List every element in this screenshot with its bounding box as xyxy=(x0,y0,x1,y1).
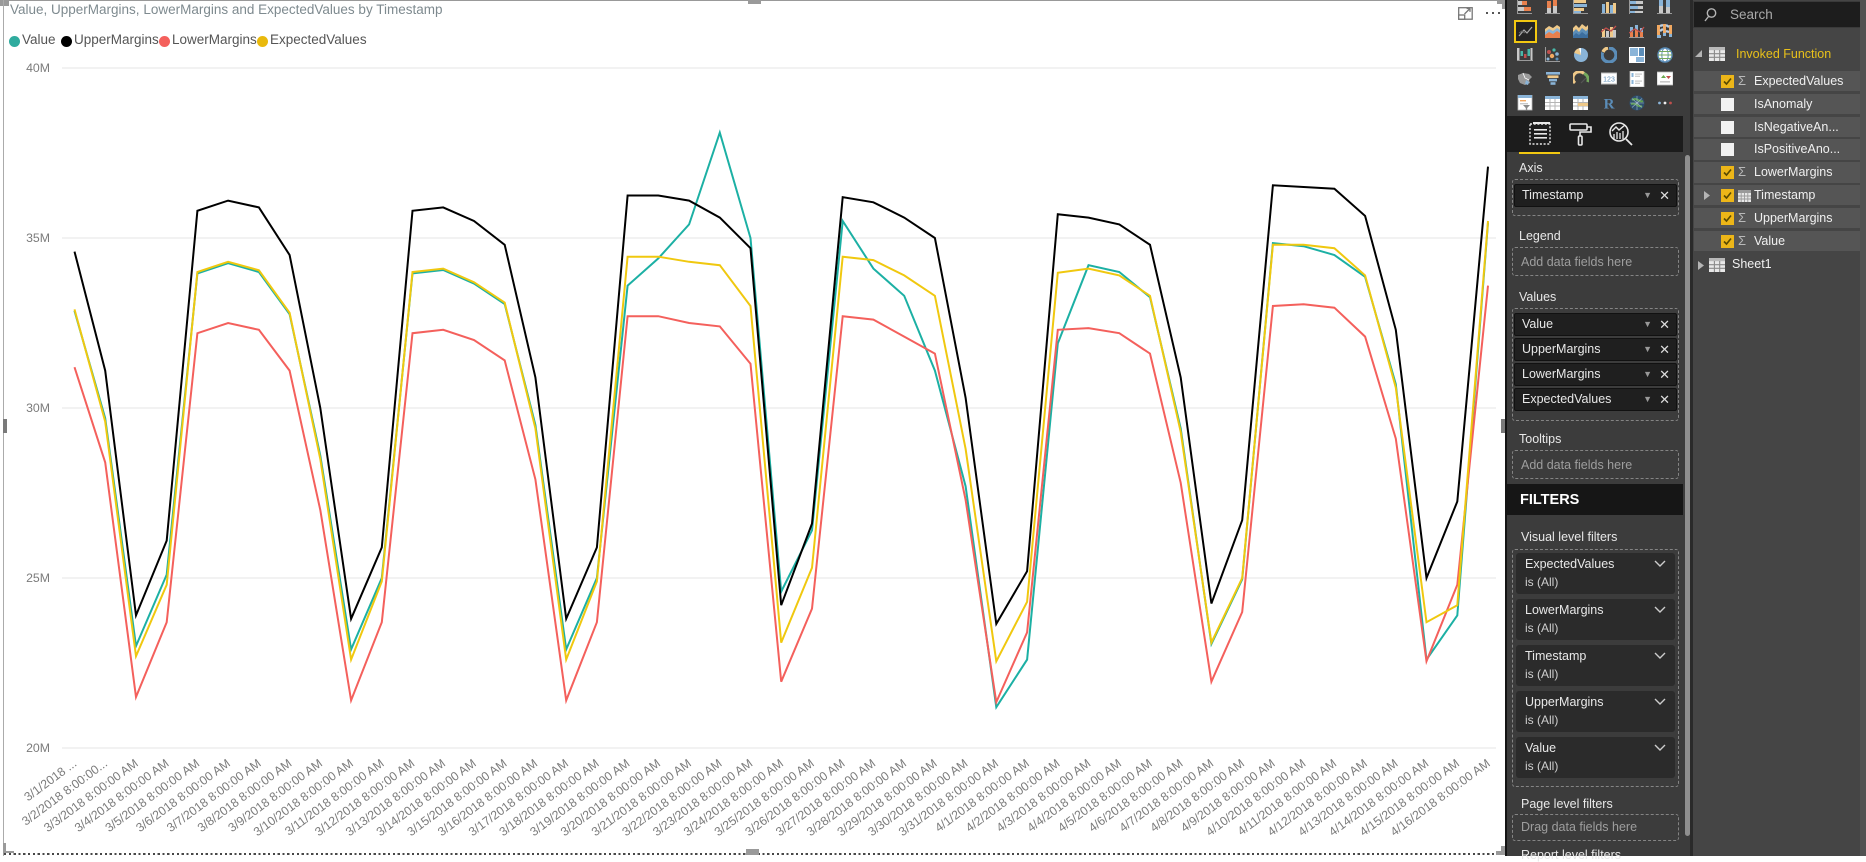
svg-text:40M: 40M xyxy=(26,61,50,75)
svg-text:20M: 20M xyxy=(26,741,50,755)
svg-text:35M: 35M xyxy=(26,231,50,245)
svg-text:R: R xyxy=(1604,96,1615,111)
svg-text:123: 123 xyxy=(1603,76,1615,83)
svg-text:25M: 25M xyxy=(26,571,50,585)
svg-text:30M: 30M xyxy=(26,401,50,415)
